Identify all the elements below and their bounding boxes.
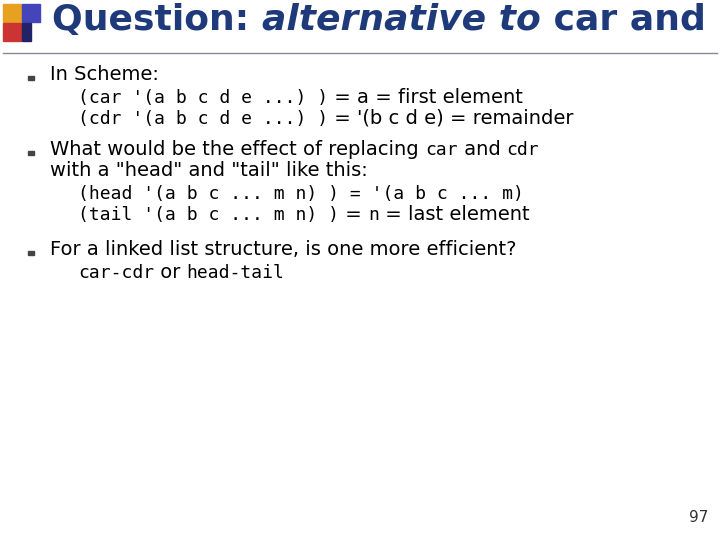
Text: (head '(a b c ... m n) ): (head '(a b c ... m n) ) — [78, 185, 339, 203]
Text: What would be the effect of replacing: What would be the effect of replacing — [50, 140, 425, 159]
Text: 97: 97 — [688, 510, 708, 525]
Text: Question:: Question: — [52, 3, 262, 37]
Text: head-tail: head-tail — [186, 264, 284, 282]
Bar — [28, 151, 34, 155]
Text: = last element: = last element — [379, 205, 529, 224]
Bar — [3, 23, 21, 41]
Bar — [22, 4, 40, 22]
Text: (tail '(a b c ... m n) ): (tail '(a b c ... m n) ) — [78, 206, 339, 224]
Text: and: and — [457, 140, 506, 159]
Text: car-cdr: car-cdr — [78, 264, 154, 282]
Text: =: = — [328, 88, 357, 107]
Text: In Scheme:: In Scheme: — [50, 65, 159, 84]
Bar — [28, 76, 34, 80]
Text: =: = — [339, 205, 368, 224]
Bar — [28, 251, 34, 255]
Text: For a linked list structure, is one more efficient?: For a linked list structure, is one more… — [50, 240, 516, 259]
Text: car and cdr: car and cdr — [541, 3, 720, 37]
Text: with a "head" and "tail" like this:: with a "head" and "tail" like this: — [50, 161, 368, 180]
Text: n: n — [368, 206, 379, 224]
Text: alternative to: alternative to — [262, 3, 541, 37]
Bar — [22, 23, 31, 41]
Text: (car '(a b c d e ...) ): (car '(a b c d e ...) ) — [78, 89, 328, 107]
Text: = '(a b c ... m): = '(a b c ... m) — [339, 185, 524, 203]
Text: cdr: cdr — [506, 141, 539, 159]
Text: = '(b c d e) = remainder: = '(b c d e) = remainder — [328, 109, 574, 128]
Text: or: or — [154, 263, 186, 282]
Text: car: car — [425, 141, 457, 159]
Bar — [3, 4, 21, 22]
Text: a: a — [357, 88, 369, 107]
Text: = first element: = first element — [369, 88, 523, 107]
Text: (cdr '(a b c d e ...) ): (cdr '(a b c d e ...) ) — [78, 110, 328, 128]
